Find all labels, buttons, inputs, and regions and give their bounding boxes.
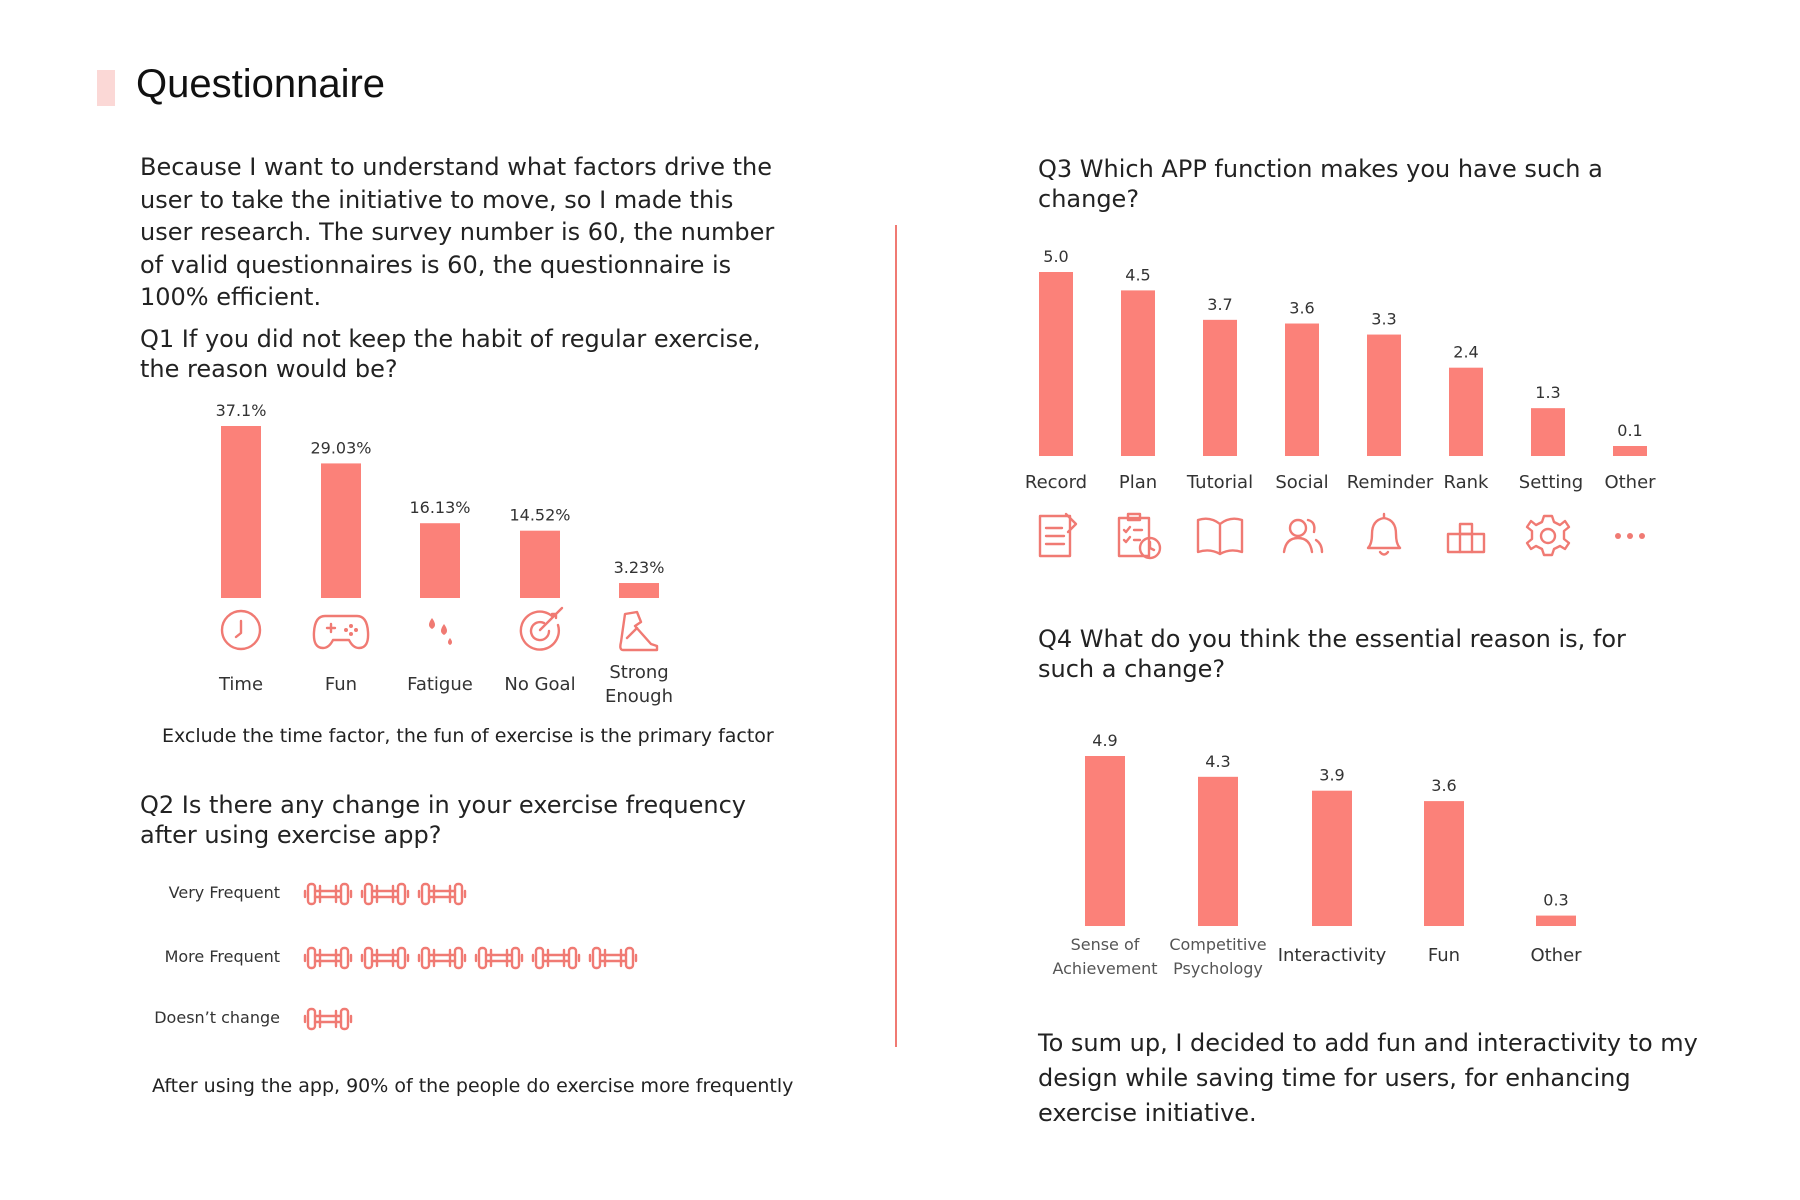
q1-bar	[520, 530, 560, 598]
q1-note: Exclude the time factor, the fun of exer…	[162, 725, 774, 747]
q3-bar	[1285, 323, 1319, 456]
q4-value-label: 0.3	[1543, 891, 1568, 910]
q1-value-label: 37.1%	[216, 401, 267, 420]
dumbbell-icon	[360, 946, 410, 970]
gamepad-icon	[312, 614, 370, 650]
q1-bar	[321, 463, 361, 598]
q3-category-label: Other	[1604, 472, 1656, 493]
q3-bar	[1039, 272, 1073, 456]
sweat-drops-icon	[429, 618, 452, 645]
q3-category-label: Rank	[1444, 472, 1490, 493]
q3-category-label: Setting	[1519, 472, 1583, 493]
dumbbell-icon	[417, 882, 467, 906]
dumbbell-icon	[588, 946, 638, 970]
q3-value-label: 2.4	[1453, 343, 1478, 362]
q1-category-label: Fatigue	[407, 674, 473, 695]
q2-row-label: Doesn’t change	[154, 1008, 280, 1027]
q3-chart: 5.0 Record 4.5 Plan 3.7 Tutorial 3.6 Social 3.3 R…	[1025, 247, 1656, 560]
book-icon	[1196, 517, 1244, 556]
q4-bar	[1085, 756, 1125, 926]
dumbbell-icon	[474, 946, 524, 970]
q3-category-label: Plan	[1119, 472, 1157, 493]
bell-icon	[1366, 512, 1402, 556]
q3-value-label: 5.0	[1043, 247, 1068, 266]
q3-category-label: Reminder	[1347, 472, 1434, 493]
q4-chart: 4.9 Sense of Achievement 4.3 Competitive Psyc…	[1052, 731, 1582, 978]
title-accent-bar	[97, 70, 115, 106]
q3-bar	[1203, 319, 1237, 456]
q3-value-label: 4.5	[1125, 265, 1150, 284]
q4-category-label: Competitive	[1169, 935, 1266, 954]
q3-value-label: 1.3	[1535, 383, 1560, 402]
target-icon	[519, 606, 564, 651]
dumbbell-icon	[303, 1007, 353, 1031]
q3-bar	[1531, 408, 1565, 456]
dumbbell-icon	[303, 882, 353, 906]
q1-value-label: 29.03%	[310, 438, 371, 457]
dumbbell-icon	[360, 882, 410, 906]
q1-chart: 37.1% Time 29.03% Fun 16.13% Fatigue 14.52% No …	[216, 401, 673, 707]
column-divider	[895, 225, 897, 1047]
q3-value-label: 0.1	[1617, 421, 1642, 440]
q3-category-label: Social	[1275, 472, 1328, 493]
q1-category-label: Fun	[325, 674, 357, 695]
q4-category-label: Achievement	[1052, 959, 1157, 978]
q4-value-label: 4.3	[1205, 752, 1230, 771]
page-title: Questionnaire	[136, 62, 386, 106]
q3-category-label: Tutorial	[1186, 472, 1253, 493]
q3-value-label: 3.3	[1371, 310, 1396, 329]
q3-question: Q3 Which APP function makes you have suc…	[1038, 155, 1603, 213]
q3-bar	[1449, 367, 1483, 456]
q3-value-label: 3.7	[1207, 295, 1232, 314]
q1-category-label: Time	[218, 674, 263, 695]
people-icon	[1282, 518, 1324, 554]
q2-note: After using the app, 90% of the people d…	[152, 1075, 794, 1097]
dumbbell-icon	[417, 946, 467, 970]
q4-bar	[1536, 915, 1576, 926]
q3-value-label: 3.6	[1289, 299, 1314, 318]
conclusion-paragraph: To sum up, I decided to add fun and inte…	[1038, 1029, 1698, 1127]
q2-dumbbell-grid	[303, 882, 638, 1031]
q4-category-label: Psychology	[1173, 959, 1263, 978]
q4-question: Q4 What do you think the essential reaso…	[1038, 625, 1626, 683]
q4-bar	[1424, 801, 1464, 926]
q1-bar	[619, 583, 659, 598]
q3-bar	[1121, 290, 1155, 456]
more-dots-icon	[1615, 533, 1645, 539]
q3-bar	[1613, 446, 1647, 456]
q1-category-label: Strong	[609, 662, 668, 683]
q4-value-label: 4.9	[1092, 731, 1117, 750]
q1-category-label: No Goal	[504, 674, 575, 695]
q1-value-label: 14.52%	[509, 506, 570, 525]
podium-icon	[1446, 522, 1486, 554]
q4-value-label: 3.6	[1431, 776, 1456, 795]
q2-row-label: More Frequent	[164, 947, 280, 966]
dumbbell-icon	[531, 946, 581, 970]
clock-icon	[220, 609, 262, 651]
q3-category-label: Record	[1025, 472, 1087, 493]
checklist-clock-icon	[1117, 512, 1162, 560]
q4-category-label: Interactivity	[1278, 945, 1387, 966]
intro-paragraph: Because I want to understand what factor…	[140, 153, 775, 311]
q4-category-label: Sense of	[1071, 935, 1140, 954]
q3-bar	[1367, 334, 1401, 456]
q4-value-label: 3.9	[1319, 766, 1344, 785]
q4-bar	[1312, 790, 1352, 926]
q4-bar	[1198, 776, 1238, 926]
running-shoe-icon	[619, 610, 659, 652]
q1-bar	[221, 426, 261, 598]
q2-row-label: Very Frequent	[168, 883, 280, 902]
dumbbell-icon	[303, 946, 353, 970]
document-icon	[1038, 512, 1078, 558]
q1-category-label: Enough	[605, 686, 673, 707]
q1-question: Q1 If you did not keep the habit of regu…	[140, 325, 761, 383]
q4-category-label: Other	[1530, 945, 1582, 966]
q1-value-label: 3.23%	[614, 558, 665, 577]
q4-category-label: Fun	[1428, 945, 1460, 966]
q1-bar	[420, 523, 460, 598]
gear-icon	[1525, 514, 1571, 557]
q1-value-label: 16.13%	[409, 498, 470, 517]
q2-question: Q2 Is there any change in your exercise …	[140, 791, 746, 849]
